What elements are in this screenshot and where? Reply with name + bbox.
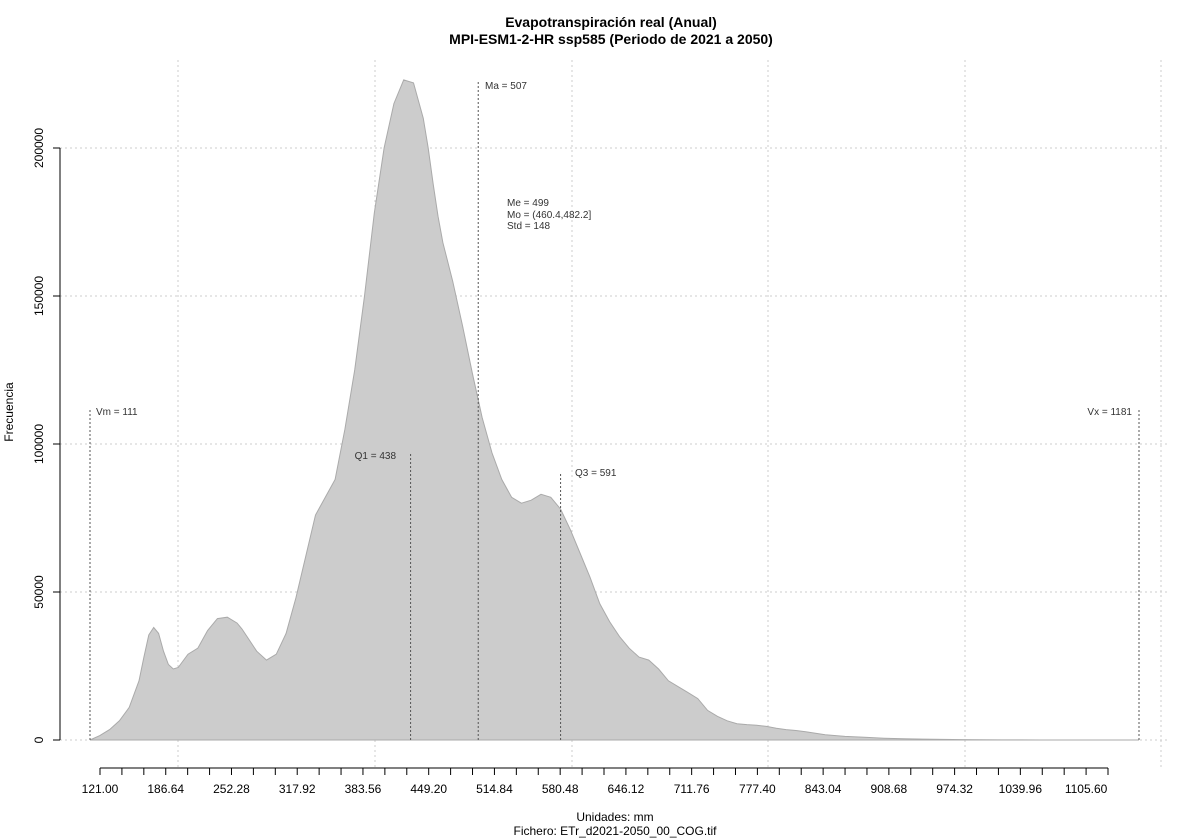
- x-tick-label: 317.92: [279, 782, 316, 796]
- x-axis-label: Unidades: mm: [576, 810, 654, 824]
- y-axis-label: Frecuencia: [2, 382, 16, 442]
- x-tick-label: 974.32: [936, 782, 973, 796]
- chart-subtitle: MPI-ESM1-2-HR ssp585 (Periodo de 2021 a …: [449, 31, 773, 47]
- x-tick-label: 711.76: [674, 782, 710, 796]
- x-tick-label: 843.04: [805, 782, 842, 796]
- x-tick-label: 449.20: [410, 782, 447, 796]
- y-tick-label: 50000: [32, 575, 46, 609]
- x-tick-label: 580.48: [542, 782, 579, 796]
- annotation-vx: Vx = 1181: [1087, 407, 1132, 418]
- annotation-std: Std = 148: [507, 221, 551, 232]
- marker-layer: Vm = 111 Vx = 1181 Q1 = 438 Ma = 507 Q3 = 59…: [89, 81, 1140, 740]
- annotation-q3: Q3 = 591: [575, 468, 617, 479]
- x-tick-label: 908.68: [871, 782, 908, 796]
- x-tick-label: 1105.60: [1065, 782, 1108, 796]
- annotation-vm: Vm = 111: [96, 407, 138, 418]
- x-tick-label: 121.00: [82, 782, 119, 796]
- y-tick-label: 150000: [32, 276, 46, 316]
- x-tick-label: 252.28: [213, 782, 250, 796]
- x-tick-label: 186.64: [147, 782, 184, 796]
- axes-layer: 0 50000 100000 150000 200000 121.00 186.64 252.…: [32, 128, 1109, 796]
- chart-title: Evapotranspiración real (Anual): [505, 14, 717, 30]
- annotation-ma: Ma = 507: [485, 81, 527, 92]
- x-tick-label: 514.84: [476, 782, 513, 796]
- density-area: [89, 79, 1139, 741]
- area-layer: [89, 79, 1139, 741]
- annotation-me: Me = 499: [507, 198, 549, 209]
- annotation-mo: Mo = (460.4,482.2]: [507, 210, 591, 221]
- y-tick-label: 100000: [32, 424, 46, 464]
- x-tick-label: 383.56: [345, 782, 382, 796]
- x-tick-label: 1039.96: [999, 782, 1043, 796]
- file-caption: Fichero: ETr_d2021-2050_00_COG.tif: [513, 824, 717, 838]
- annotation-q1: Q1 = 438: [355, 451, 397, 462]
- y-tick-label: 0: [32, 736, 46, 743]
- x-tick-label: 777.40: [739, 782, 776, 796]
- y-tick-label: 200000: [32, 128, 46, 168]
- x-tick-label: 646.12: [608, 782, 645, 796]
